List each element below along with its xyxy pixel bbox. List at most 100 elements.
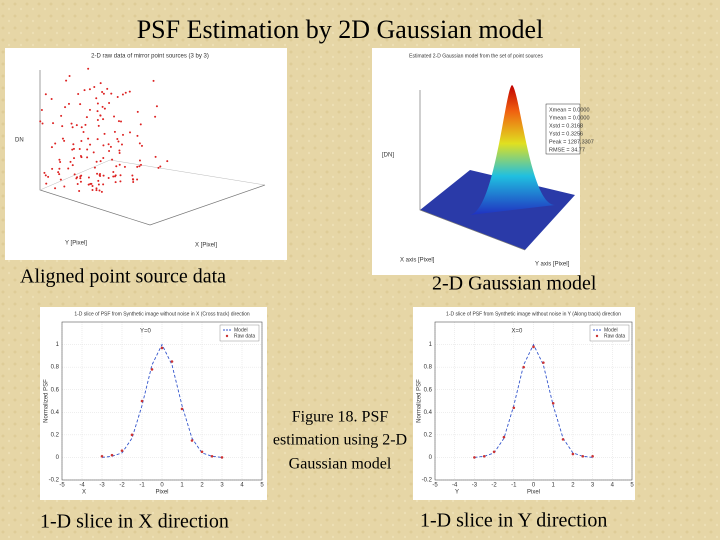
dot <box>45 182 48 185</box>
dot <box>52 122 55 125</box>
dot <box>109 145 112 148</box>
point <box>130 433 134 437</box>
dot <box>112 175 115 178</box>
point <box>473 456 476 459</box>
y-tick-label: -0.2 <box>49 478 60 484</box>
dot <box>129 131 132 134</box>
dot <box>73 157 76 160</box>
dot <box>59 178 62 181</box>
dot <box>79 103 82 106</box>
y-label: Normalized PSF <box>44 379 50 423</box>
plot-title: 1-D slice of PSF from Synthetic image wi… <box>74 311 250 317</box>
dot <box>60 114 63 117</box>
dot <box>71 126 74 129</box>
dot <box>86 156 89 159</box>
dot <box>79 177 82 180</box>
dot <box>41 122 44 125</box>
dot <box>113 115 116 118</box>
x-tick-label: 2 <box>571 483 575 489</box>
line-chart: -0.2 0 0.2 0.4 0.6 0.8 1 -5 -4 -3 -2 -1 0 1 2 3 4 5 1-D sl… <box>44 311 265 495</box>
dot <box>87 67 90 70</box>
dot <box>116 137 119 140</box>
y-tick-label: 0.8 <box>424 365 433 371</box>
point <box>110 453 114 457</box>
dot <box>96 172 99 175</box>
dot <box>107 143 110 146</box>
dot <box>85 116 88 119</box>
x-tick-label: 4 <box>611 483 615 489</box>
dot <box>102 144 105 147</box>
x-label: Pixel <box>527 490 540 496</box>
y-tick-label: 1 <box>429 342 433 348</box>
dot <box>80 174 83 177</box>
y-tick-label: 0.8 <box>51 365 60 371</box>
dot <box>65 79 68 82</box>
panel-3d-surface: Estimated 2-D Gaussian model from the se… <box>372 48 594 275</box>
point <box>160 346 164 350</box>
dot <box>102 174 105 177</box>
axis-label: Y [Pixel] <box>65 241 87 247</box>
dot <box>139 163 142 166</box>
x-tick-label: 5 <box>260 483 264 489</box>
x-tick-label: -4 <box>452 483 458 489</box>
slide-title: PSF Estimation by 2D Gaussian model <box>137 15 544 44</box>
y-tick-label: 0.2 <box>424 432 433 438</box>
dot <box>88 88 91 91</box>
dot <box>64 106 67 109</box>
x-tick-label: -2 <box>119 483 125 489</box>
dot <box>159 165 162 168</box>
axes <box>39 70 266 226</box>
dot <box>84 123 87 126</box>
x-tick-label: 0 <box>160 483 164 489</box>
axis-label: Y axis [Pixel] <box>535 262 570 268</box>
dot <box>54 187 57 190</box>
panel-bg <box>372 48 580 275</box>
point <box>200 450 204 454</box>
surface-peak <box>470 85 555 215</box>
dot <box>80 156 83 159</box>
x-label: Pixel <box>155 490 168 496</box>
dot <box>99 160 102 163</box>
plot-title: 1-D slice of PSF from Synthetic image wi… <box>446 311 621 317</box>
point <box>492 450 496 454</box>
dot <box>117 140 120 143</box>
axis-label: [DN] <box>382 153 394 159</box>
point <box>220 456 224 459</box>
dot <box>108 101 111 104</box>
axis-label: DN <box>15 138 24 144</box>
plot-frame <box>61 321 263 481</box>
dot <box>61 125 64 128</box>
dot <box>43 171 46 174</box>
x-tick-label: 2 <box>200 483 204 489</box>
dot <box>136 110 139 113</box>
y-tick-label: 0.4 <box>51 410 60 416</box>
x-tick-label: 4 <box>240 483 244 489</box>
dot <box>63 139 66 142</box>
dot <box>113 130 116 133</box>
dot <box>76 176 79 179</box>
panel-bg <box>5 48 287 260</box>
dot <box>47 175 50 178</box>
dot <box>73 173 76 176</box>
dot <box>132 181 135 184</box>
axes <box>419 90 526 251</box>
dot <box>131 174 134 177</box>
dot <box>76 183 79 186</box>
point <box>532 345 535 349</box>
dot <box>89 182 92 185</box>
plot-title: 2-D raw data of mirror point sources (3 … <box>91 54 209 60</box>
dot <box>101 105 104 108</box>
dot <box>96 110 99 113</box>
dot <box>87 176 90 179</box>
dot <box>92 151 95 154</box>
y-label: Normalized PSF <box>417 379 423 423</box>
point <box>180 407 184 411</box>
x-tick-label: -1 <box>511 483 517 489</box>
legend-swatch <box>595 334 599 338</box>
y-tick-label: 0.6 <box>424 387 433 393</box>
stats-box: Xmean = 0.0000 Ymean = 0.0000 Xstd = 0.316… <box>545 103 594 155</box>
caption: 1-D slice in X direction <box>40 511 229 533</box>
point <box>100 455 104 458</box>
point <box>140 399 144 403</box>
